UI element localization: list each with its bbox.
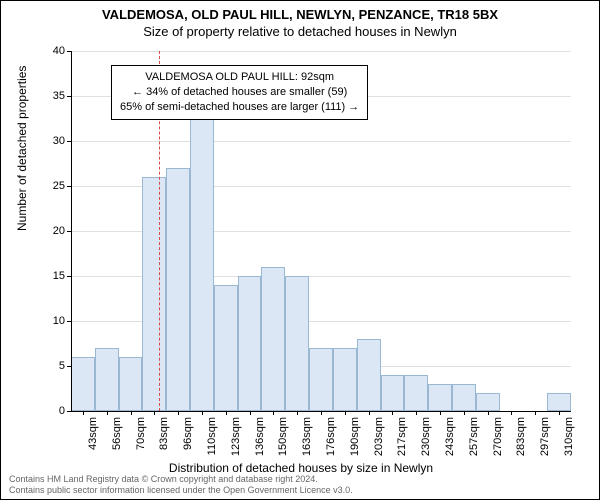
y-tick-mark (67, 141, 71, 142)
histogram-bar (381, 375, 405, 411)
x-tick-mark (464, 411, 465, 415)
annotation-line: 65% of semi-detached houses are larger (… (120, 100, 359, 115)
x-tick-label: 123sqm (230, 417, 242, 456)
x-tick-label: 257sqm (468, 417, 480, 456)
y-tick-label: 35 (35, 90, 65, 102)
x-tick-mark (178, 411, 179, 415)
chart-title-sub: Size of property relative to detached ho… (1, 24, 599, 39)
histogram-bar (309, 348, 333, 411)
annotation-line: VALDEMOSA OLD PAUL HILL: 92sqm (120, 70, 359, 85)
y-tick-label: 40 (35, 45, 65, 57)
x-tick-label: 230sqm (420, 417, 432, 456)
footer-line: Contains HM Land Registry data © Crown c… (9, 474, 353, 485)
x-tick-mark (392, 411, 393, 415)
x-tick-mark (488, 411, 489, 415)
histogram-bar (428, 384, 452, 411)
x-tick-mark (345, 411, 346, 415)
x-tick-label: 136sqm (254, 417, 266, 456)
x-tick-label: 83sqm (158, 417, 170, 450)
y-axis-line (71, 51, 72, 411)
histogram-bar (547, 393, 571, 411)
x-tick-label: 310sqm (563, 417, 575, 456)
x-tick-mark (131, 411, 132, 415)
x-tick-label: 283sqm (515, 417, 527, 456)
x-tick-mark (321, 411, 322, 415)
y-tick-label: 15 (35, 270, 65, 282)
histogram-bar (119, 357, 143, 411)
x-tick-label: 43sqm (87, 417, 99, 450)
histogram-bar (357, 339, 381, 411)
annotation-line: ← 34% of detached houses are smaller (59… (120, 85, 359, 100)
x-tick-label: 190sqm (349, 417, 361, 456)
x-tick-label: 270sqm (492, 417, 504, 456)
y-tick-mark (67, 366, 71, 367)
y-tick-mark (67, 276, 71, 277)
x-tick-mark (440, 411, 441, 415)
x-tick-label: 176sqm (325, 417, 337, 456)
x-tick-mark (202, 411, 203, 415)
histogram-bar (238, 276, 262, 411)
x-tick-label: 70sqm (135, 417, 147, 450)
histogram-bar (214, 285, 238, 411)
histogram-bar (142, 177, 166, 411)
y-tick-mark (67, 51, 71, 52)
y-tick-mark (67, 321, 71, 322)
x-tick-mark (250, 411, 251, 415)
histogram-bar (95, 348, 119, 411)
y-tick-label: 20 (35, 225, 65, 237)
x-tick-label: 217sqm (396, 417, 408, 456)
x-tick-label: 297sqm (539, 417, 551, 456)
histogram-bar (476, 393, 500, 411)
histogram-bar (452, 384, 476, 411)
chart-container: VALDEMOSA, OLD PAUL HILL, NEWLYN, PENZAN… (0, 0, 600, 500)
y-tick-label: 25 (35, 180, 65, 192)
histogram-bar (285, 276, 309, 411)
x-tick-mark (416, 411, 417, 415)
x-tick-label: 150sqm (277, 417, 289, 456)
annotation-box: VALDEMOSA OLD PAUL HILL: 92sqm ← 34% of … (111, 65, 368, 120)
y-tick-label: 0 (35, 405, 65, 417)
x-tick-mark (107, 411, 108, 415)
histogram-bar (333, 348, 357, 411)
gridline (71, 141, 571, 142)
y-tick-label: 30 (35, 135, 65, 147)
footer-line: Contains public sector information licen… (9, 485, 353, 496)
x-tick-mark (559, 411, 560, 415)
x-tick-label: 96sqm (182, 417, 194, 450)
x-tick-label: 110sqm (206, 417, 218, 455)
x-tick-mark (535, 411, 536, 415)
y-tick-mark (67, 96, 71, 97)
y-tick-mark (67, 186, 71, 187)
x-tick-mark (511, 411, 512, 415)
x-tick-mark (297, 411, 298, 415)
x-tick-mark (273, 411, 274, 415)
y-axis-label: Number of detached properties (15, 66, 29, 231)
gridline (71, 51, 571, 52)
x-tick-label: 203sqm (373, 417, 385, 456)
histogram-bar (404, 375, 428, 411)
y-tick-mark (67, 411, 71, 412)
x-tick-mark (226, 411, 227, 415)
y-tick-mark (67, 231, 71, 232)
histogram-bar (166, 168, 190, 411)
footer-text: Contains HM Land Registry data © Crown c… (9, 474, 353, 497)
histogram-bar (261, 267, 285, 411)
histogram-bar (71, 357, 95, 411)
y-tick-label: 5 (35, 360, 65, 372)
y-tick-label: 10 (35, 315, 65, 327)
x-tick-mark (154, 411, 155, 415)
x-tick-mark (369, 411, 370, 415)
x-tick-label: 163sqm (301, 417, 313, 456)
histogram-bar (190, 114, 214, 411)
x-tick-label: 243sqm (444, 417, 456, 456)
x-tick-mark (83, 411, 84, 415)
x-tick-label: 56sqm (111, 417, 123, 450)
chart-title-main: VALDEMOSA, OLD PAUL HILL, NEWLYN, PENZAN… (1, 7, 599, 22)
